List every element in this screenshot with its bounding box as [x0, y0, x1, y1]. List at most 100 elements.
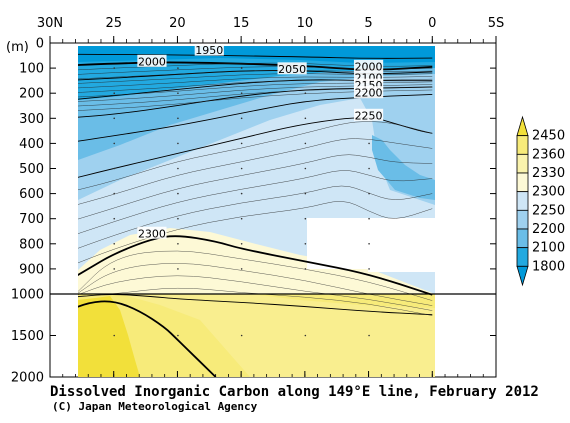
- station-dot: [240, 167, 243, 170]
- contour-label-bg: [137, 226, 167, 239]
- y-tick-label: 0: [36, 37, 44, 52]
- contour-line-minor: [78, 89, 433, 111]
- station-dot: [240, 92, 243, 94]
- station-dot: [368, 268, 370, 270]
- contour-label: 2200: [355, 87, 383, 100]
- contour-label: 2000: [138, 55, 166, 68]
- station-dot: [240, 67, 243, 69]
- missing-data-block-1: [307, 218, 435, 269]
- y-tick-label: 1500: [11, 329, 44, 344]
- colorbar-segment: [516, 135, 529, 155]
- missing-data-block-2: [368, 269, 435, 272]
- contour-label: 2050: [278, 63, 306, 76]
- contour-line-1950: [78, 53, 433, 59]
- station-dot: [368, 217, 370, 220]
- station-dot: [304, 243, 307, 245]
- station-dot: [177, 117, 179, 120]
- y-tick-label: 2000: [11, 371, 44, 386]
- y-tick-label: 200: [19, 87, 44, 102]
- contour-line-minor: [78, 87, 433, 107]
- station-dot: [304, 217, 307, 220]
- y-tick-label: 600: [19, 187, 44, 202]
- station-dot: [240, 243, 243, 245]
- station-dot: [177, 268, 179, 270]
- station-dots: [113, 67, 370, 337]
- station-dot: [177, 243, 179, 245]
- contour-line-minor: [78, 78, 433, 93]
- chart-title: Dissolved Inorganic Carbon along 149°E l…: [50, 384, 539, 400]
- x-tick-label: 5S: [488, 16, 505, 31]
- axis-ticks: [49, 36, 497, 378]
- colorbar-label: 1800: [532, 259, 565, 274]
- station-dot: [240, 142, 243, 145]
- station-dot: [113, 117, 116, 120]
- station-dot: [177, 334, 179, 337]
- station-dot: [113, 334, 116, 337]
- data-fill-layer: [78, 46, 435, 377]
- station-dot: [304, 167, 307, 170]
- fill-1800-region: [78, 46, 435, 63]
- station-dot: [240, 268, 243, 270]
- station-dot: [113, 167, 116, 170]
- station-dot: [304, 92, 307, 94]
- contour-label-bg: [277, 62, 307, 75]
- contour-line-2360: [78, 300, 217, 377]
- station-dot: [304, 117, 307, 120]
- x-tick-label: 30N: [37, 16, 63, 31]
- contour-label-bg: [353, 59, 384, 72]
- y-tick-label: 100: [19, 62, 44, 77]
- fill-2450-region: [78, 296, 140, 377]
- contour-line-2000: [78, 61, 433, 71]
- colorbar: 2450 2360 2330 2300 2250 2200 2100 1800: [516, 115, 565, 287]
- station-dot: [113, 192, 116, 195]
- station-dot: [113, 67, 116, 69]
- y-tick-label: 900: [19, 262, 44, 277]
- station-dot: [177, 142, 179, 145]
- colorbar-segment: [516, 153, 529, 174]
- station-dot: [177, 67, 179, 69]
- contour-line-minor: [78, 287, 433, 316]
- x-tick-label: 25: [105, 16, 122, 31]
- station-dot: [240, 192, 243, 195]
- contour-line-minor: [78, 170, 433, 234]
- colorbar-segment: [516, 247, 529, 267]
- contour-line-minor: [78, 263, 433, 306]
- contour-line-minor: [78, 185, 433, 249]
- colorbar-label: 2200: [532, 222, 565, 237]
- colorbar-segment: [516, 191, 529, 211]
- contour-line-minor: [78, 66, 433, 75]
- station-dot: [113, 268, 116, 270]
- station-dot: [240, 334, 243, 337]
- contour-line-minor: [78, 201, 433, 264]
- y-tick-label: 700: [19, 212, 44, 227]
- station-dot: [368, 167, 370, 170]
- contour-label-bg: [194, 43, 224, 56]
- y-axis-unit: (m): [6, 40, 29, 55]
- contour-line-minor: [78, 81, 433, 98]
- station-dot: [240, 217, 243, 220]
- contour-label-bg: [353, 108, 384, 121]
- colorbar-label: 2330: [532, 166, 565, 181]
- contour-line-minor: [78, 275, 433, 311]
- contour-line-2200: [78, 94, 433, 142]
- colorbar-label: 2360: [532, 147, 565, 162]
- station-dot: [113, 243, 116, 245]
- contour-line-minor: [78, 84, 433, 102]
- credit-text: (C) Japan Meteorological Agency: [52, 400, 258, 413]
- x-tick-label: 0: [428, 16, 436, 31]
- station-dot: [113, 142, 116, 145]
- colorbar-label: 2300: [532, 185, 565, 200]
- station-dot: [177, 192, 179, 195]
- station-dot: [177, 217, 179, 220]
- contour-line-minor: [78, 76, 433, 89]
- station-dot: [304, 334, 307, 337]
- contour-label: 1950: [195, 44, 223, 57]
- contour-line-minor: [78, 138, 433, 205]
- station-dot: [368, 192, 370, 195]
- contour-line-minor: [78, 69, 433, 80]
- y-tick-label: 500: [19, 162, 44, 177]
- station-dot: [113, 217, 116, 220]
- colorbar-top-arrow: [516, 115, 529, 137]
